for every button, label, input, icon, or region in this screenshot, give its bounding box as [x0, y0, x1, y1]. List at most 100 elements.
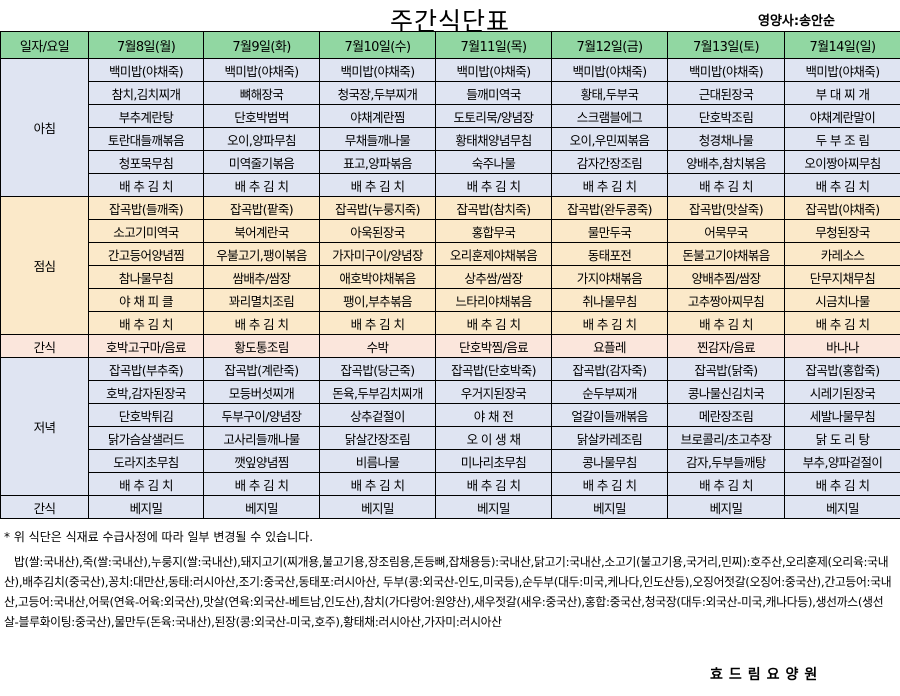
- meal-row-dinner: 도라지초무침 깻잎양념찜 비름나물 미나리초무침 콩나물무침 감자,두부들깨탕 부추,양파겉…: [0, 449, 900, 473]
- menu-cell: 고사리들깨나물: [203, 426, 320, 450]
- meal-row-dinner: 호박,감자된장국 모등버섯찌개 돈육,두부김치찌개 우거지된장국 순두부찌개 콩나물신김치…: [0, 380, 900, 404]
- menu-cell: 표고,양파볶음: [319, 150, 436, 174]
- menu-cell: 단호박조림: [667, 104, 785, 128]
- menu-cell: 배 추 김 치: [319, 472, 436, 496]
- menu-cell: 닭살카레조림: [551, 426, 668, 450]
- meal-label-dinner: 저녁: [0, 357, 89, 496]
- menu-cell: 백미밥(야채죽): [667, 58, 785, 82]
- menu-cell: 잡곡밥(누룽지죽): [319, 196, 436, 220]
- menu-cell: 잡곡밥(닭죽): [667, 357, 785, 381]
- menu-cell: 배 추 김 치: [435, 173, 552, 197]
- menu-cell: 팽이,부추볶음: [319, 288, 436, 312]
- menu-cell: 베지밀: [784, 495, 900, 519]
- menu-cell: 배 추 김 치: [784, 311, 900, 335]
- menu-cell: 북어계란국: [203, 219, 320, 243]
- menu-cell: 단호박찜/음료: [435, 334, 552, 358]
- menu-cell: 부추계란탕: [88, 104, 204, 128]
- header-cell: 7월10일(수): [319, 31, 436, 59]
- menu-cell: 돈불고기야채볶음: [667, 242, 785, 266]
- menu-cell: 양배추,참치볶음: [667, 150, 785, 174]
- menu-cell: 돈육,두부김치찌개: [319, 380, 436, 404]
- menu-cell: 잡곡밥(홍합죽): [784, 357, 900, 381]
- menu-cell: 깻잎양념찜: [203, 449, 320, 473]
- header-cell: 7월12일(금): [551, 31, 668, 59]
- notice-text: * 위 식단은 식재료 수급사정에 따라 일부 변경될 수 있습니다.: [4, 530, 314, 544]
- menu-cell: 베지밀: [551, 495, 668, 519]
- header-cell: 7월11일(목): [435, 31, 552, 59]
- menu-cell: 잡곡밥(단호박죽): [435, 357, 552, 381]
- meal-label-lunch: 점심: [0, 196, 89, 335]
- meal-row-breakfast: 참치,김치찌개 뼈해장국 청국장,두부찌개 들깨미역국 황태,두부국 근대된장국 부 대 찌…: [0, 81, 900, 105]
- menu-cell: 감자간장조림: [551, 150, 668, 174]
- header-cell: 일자/요일: [0, 31, 89, 59]
- menu-cell: 두부구이/양념장: [203, 403, 320, 427]
- menu-cell: 닭 도 리 탕: [784, 426, 900, 450]
- menu-cell: 쌈배추/쌈장: [203, 265, 320, 289]
- dietitian-name: 영양사:송안순: [758, 14, 835, 29]
- menu-cell: 오이짱아찌무침: [784, 150, 900, 174]
- menu-cell: 배 추 김 치: [551, 311, 668, 335]
- menu-cell: 잡곡밥(야채죽): [784, 196, 900, 220]
- menu-cell: 메란장조림: [667, 403, 785, 427]
- menu-cell: 청경채나물: [667, 127, 785, 151]
- menu-cell: 콩나물신김치국: [667, 380, 785, 404]
- menu-cell: 잡곡밥(완두콩죽): [551, 196, 668, 220]
- menu-cell: 배 추 김 치: [203, 173, 320, 197]
- menu-cell: 카레소스: [784, 242, 900, 266]
- meal-label-snack: 간식: [0, 334, 89, 358]
- menu-cell: 단호박튀김: [88, 403, 204, 427]
- menu-cell: 단호박범벅: [203, 104, 320, 128]
- meal-row-dinner: 저녁 잡곡밥(부추죽) 잡곡밥(계란죽) 잡곡밥(당근죽) 잡곡밥(단호박죽) 잡곡밥(감…: [0, 357, 900, 496]
- header-cell: 7월8일(월): [88, 31, 204, 59]
- menu-cell: 단무지채무침: [784, 265, 900, 289]
- menu-cell: 배 추 김 치: [435, 311, 552, 335]
- menu-cell: 무청된장국: [784, 219, 900, 243]
- menu-cell: 스크램블에그: [551, 104, 668, 128]
- menu-cell: 콩나물무침: [551, 449, 668, 473]
- menu-cell: 배 추 김 치: [667, 472, 785, 496]
- menu-cell: 토란대들깨볶음: [88, 127, 204, 151]
- menu-cell: 배 추 김 치: [667, 173, 785, 197]
- menu-cell: 아욱된장국: [319, 219, 436, 243]
- menu-cell: 백미밥(야채죽): [203, 58, 320, 82]
- meal-row-snack: 간식 호박고구마/음료 황도통조림 수박 단호박찜/음료 요플레 찐감자/음료 바나나: [0, 334, 900, 358]
- menu-cell: 잡곡밥(팥죽): [203, 196, 320, 220]
- menu-cell: 배 추 김 치: [551, 173, 668, 197]
- menu-cell: 미나리초무침: [435, 449, 552, 473]
- menu-cell: 배 추 김 치: [551, 472, 668, 496]
- menu-cell: 오이,양파무침: [203, 127, 320, 151]
- menu-cell: 도토리묵/양념장: [435, 104, 552, 128]
- menu-cell: 호박고구마/음료: [88, 334, 204, 358]
- menu-cell: 무채들깨나물: [319, 127, 436, 151]
- menu-cell: 잡곡밥(들깨죽): [88, 196, 204, 220]
- meal-row-breakfast: 부추계란탕 단호박범벅 야채계란찜 도토리묵/양념장 스크램블에그 단호박조림 야채계란말이: [0, 104, 900, 128]
- menu-cell: 가자미구이/양념장: [319, 242, 436, 266]
- menu-cell: 야 채 전: [435, 403, 552, 427]
- meal-label-breakfast: 아침: [0, 58, 89, 197]
- menu-cell: 모등버섯찌개: [203, 380, 320, 404]
- menu-cell: 오 이 생 채: [435, 426, 552, 450]
- menu-cell: 배 추 김 치: [435, 472, 552, 496]
- menu-cell: 배 추 김 치: [88, 173, 204, 197]
- menu-cell: 배 추 김 치: [88, 472, 204, 496]
- menu-cell: 감자,두부들깨탕: [667, 449, 785, 473]
- menu-cell: 닭가슴살샐러드: [88, 426, 204, 450]
- menu-cell: 상추겉절이: [319, 403, 436, 427]
- menu-cell: 베지밀: [203, 495, 320, 519]
- menu-cell: 찐감자/음료: [667, 334, 785, 358]
- menu-cell: 부 대 찌 개: [784, 81, 900, 105]
- menu-cell: 간고등어양념찜: [88, 242, 204, 266]
- menu-cell: 잡곡밥(계란죽): [203, 357, 320, 381]
- menu-cell: 잡곡밥(참치죽): [435, 196, 552, 220]
- menu-cell: 동태포전: [551, 242, 668, 266]
- menu-cell: 배 추 김 치: [667, 311, 785, 335]
- menu-cell: 꽈리멸치조림: [203, 288, 320, 312]
- facility-name: 효드림요양원: [710, 667, 824, 683]
- menu-cell: 배 추 김 치: [784, 173, 900, 197]
- menu-cell: 배 추 김 치: [784, 472, 900, 496]
- header-cell: 7월13일(토): [667, 31, 785, 59]
- menu-cell: 순두부찌개: [551, 380, 668, 404]
- menu-cell: 야채계란말이: [784, 104, 900, 128]
- menu-cell: 오리훈제야채볶음: [435, 242, 552, 266]
